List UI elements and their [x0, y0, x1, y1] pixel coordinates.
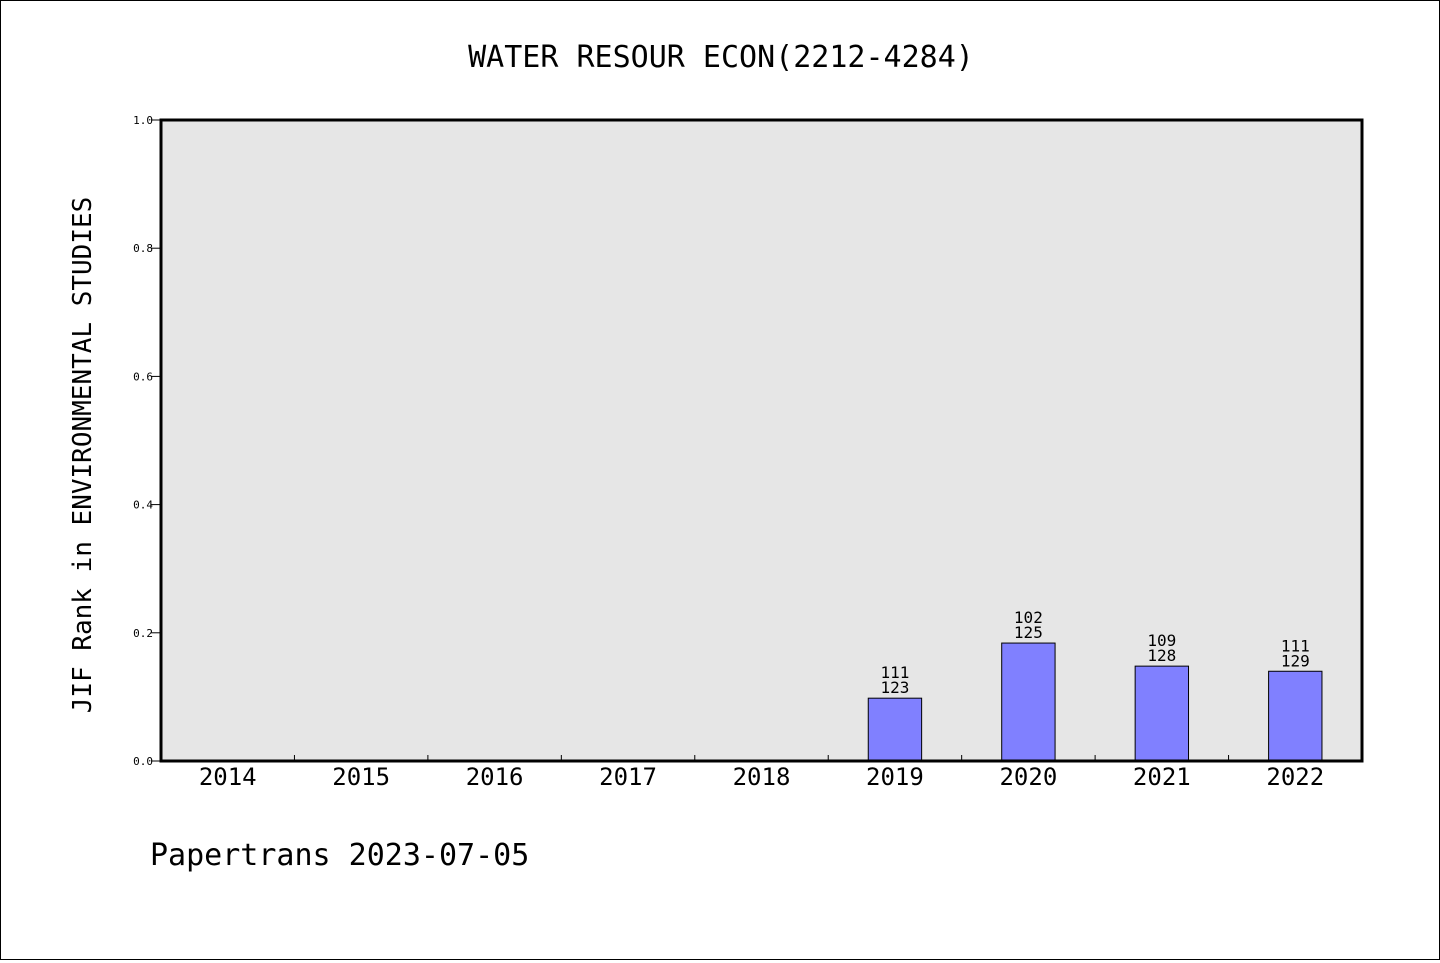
bar-2020 — [1001, 642, 1056, 762]
total-label-2020: 125 — [1014, 623, 1043, 642]
rank-label-2022: 111 — [1281, 636, 1310, 655]
total-label-2022: 129 — [1281, 651, 1310, 670]
total-label-2019: 123 — [880, 678, 909, 697]
chart-title: WATER RESOUR ECON(2212-4284) — [468, 40, 974, 75]
plot-background — [161, 120, 1362, 761]
footer-text: Papertrans 2023-07-05 — [150, 838, 529, 873]
y-tick-label: 0.4 — [133, 499, 153, 512]
plot-border — [159, 118, 1364, 763]
x-ticks-group: 2014 2015 2016 2017 2018 2019 2020 2021 2022 — [199, 755, 1324, 791]
bars-group — [867, 642, 1323, 762]
y-ticks-group: 0.0 0.2 0.4 0.6 0.8 1.0 — [133, 114, 161, 768]
bar-2022 — [1268, 670, 1323, 762]
x-tick-label: 2020 — [999, 763, 1057, 791]
bar-2021 — [1134, 665, 1190, 762]
rank-label-2021: 109 — [1147, 631, 1176, 650]
rank-label-2019: 111 — [880, 663, 909, 682]
y-tick-label: 0.2 — [133, 627, 153, 640]
y-tick-label: 0.6 — [133, 370, 153, 383]
x-tick-label: 2021 — [1133, 763, 1191, 791]
y-axis-label: JIF Rank in ENVIRONMENTAL STUDIES — [68, 197, 98, 714]
total-label-2021: 128 — [1147, 646, 1176, 665]
x-tick-label: 2019 — [866, 763, 924, 791]
y-tick-label: 0.8 — [133, 242, 153, 255]
x-tick-label: 2018 — [733, 763, 791, 791]
y-tick-label: 0.0 — [133, 755, 153, 768]
bar-2019 — [867, 697, 923, 762]
x-tick-label: 2017 — [599, 763, 657, 791]
x-tick-label: 2016 — [466, 763, 524, 791]
rank-label-2020: 102 — [1014, 608, 1043, 627]
x-tick-label: 2015 — [332, 763, 390, 791]
x-tick-label: 2022 — [1266, 763, 1324, 791]
x-tick-label: 2014 — [199, 763, 257, 791]
y-tick-label: 1.0 — [133, 114, 153, 127]
